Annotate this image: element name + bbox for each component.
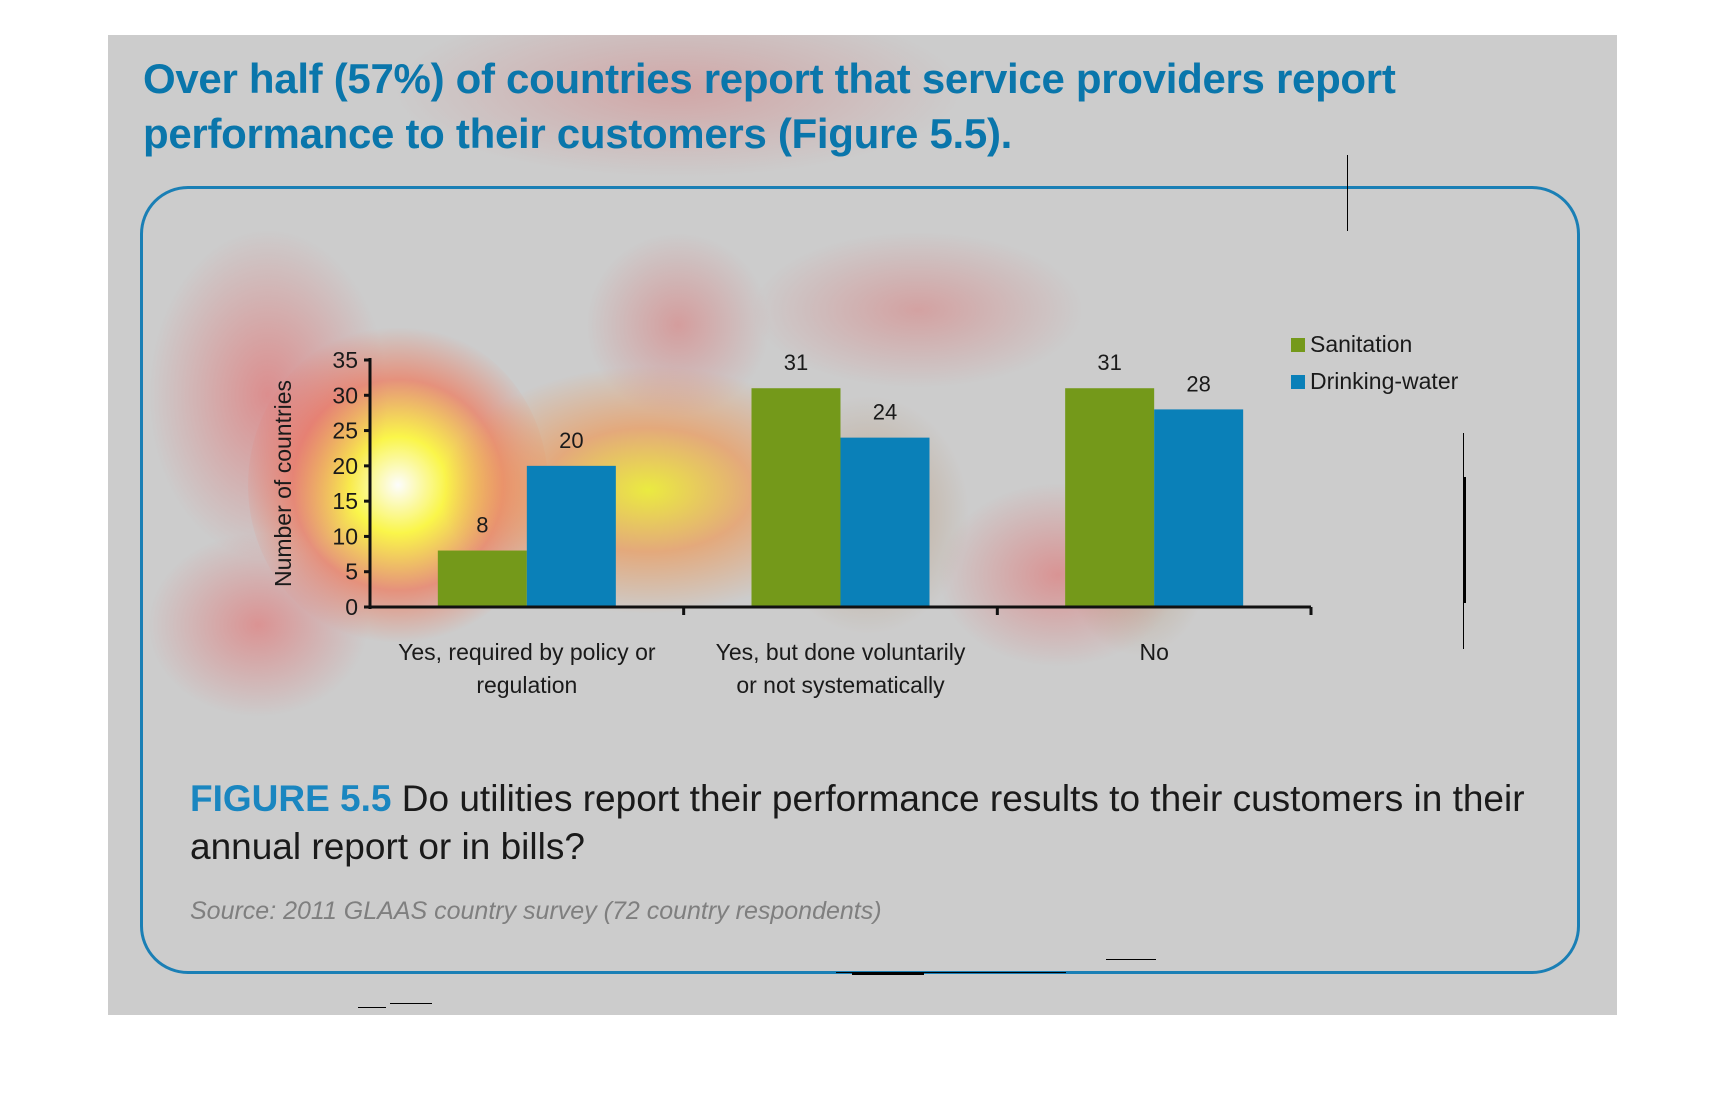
- category-label: or not systematically: [736, 672, 945, 698]
- bar-sanitation: [751, 388, 841, 607]
- data-label: 24: [873, 400, 897, 425]
- annotation-mark: [1463, 433, 1464, 649]
- category-label: No: [1139, 639, 1168, 665]
- bar-chart: 0 5 10 15 20 25 30 35 Number of countries 8 20 Yes…: [270, 331, 1459, 698]
- data-label: 31: [1097, 350, 1121, 375]
- data-label: 31: [784, 350, 808, 375]
- y-tick-label: 5: [345, 559, 358, 585]
- annotation-mark: [358, 1007, 386, 1008]
- figure-caption: FIGURE 5.5 Do utilities report their per…: [190, 775, 1560, 871]
- legend-swatch-sanitation: [1291, 338, 1305, 352]
- data-label: 8: [476, 513, 488, 538]
- y-tick-label: 15: [332, 488, 358, 514]
- figure-question: Do utilities report their performance re…: [190, 778, 1525, 867]
- annotation-mark: [1106, 959, 1156, 960]
- y-tick-label: 35: [332, 347, 358, 373]
- annotation-mark: [852, 973, 924, 975]
- legend-label: Sanitation: [1310, 331, 1412, 357]
- category-label: Yes, but done voluntarily: [716, 639, 966, 665]
- y-tick-label: 10: [332, 523, 358, 549]
- category-label: Yes, required by policy or: [398, 639, 656, 665]
- figure-source: Source: 2011 GLAAS country survey (72 co…: [190, 897, 882, 925]
- bar-drinking-water: [526, 465, 616, 607]
- figure-label: FIGURE 5.5: [190, 778, 392, 819]
- data-label: 20: [559, 428, 583, 453]
- y-tick-label: 30: [332, 382, 358, 408]
- legend-label: Drinking-water: [1310, 368, 1459, 394]
- legend-swatch-drinking-water: [1291, 375, 1305, 389]
- bar-drinking-water: [840, 437, 930, 607]
- bar-sanitation: [437, 550, 527, 607]
- y-tick-label: 0: [345, 594, 358, 620]
- headline: Over half (57%) of countries report that…: [143, 55, 1396, 157]
- y-axis-label: Number of countries: [270, 380, 296, 587]
- y-tick-label: 20: [332, 453, 358, 479]
- annotation-mark: [1464, 477, 1466, 603]
- y-tick-label: 25: [332, 418, 358, 444]
- annotation-mark: [1347, 155, 1348, 231]
- annotation-mark: [390, 1003, 432, 1004]
- data-label: 28: [1186, 371, 1210, 396]
- annotation-mark: [836, 972, 1066, 973]
- slide-panel: Over half (57%) of countries report that…: [108, 35, 1617, 1015]
- category-label: regulation: [476, 672, 577, 698]
- bar-drinking-water: [1154, 409, 1244, 607]
- bar-sanitation: [1065, 388, 1155, 607]
